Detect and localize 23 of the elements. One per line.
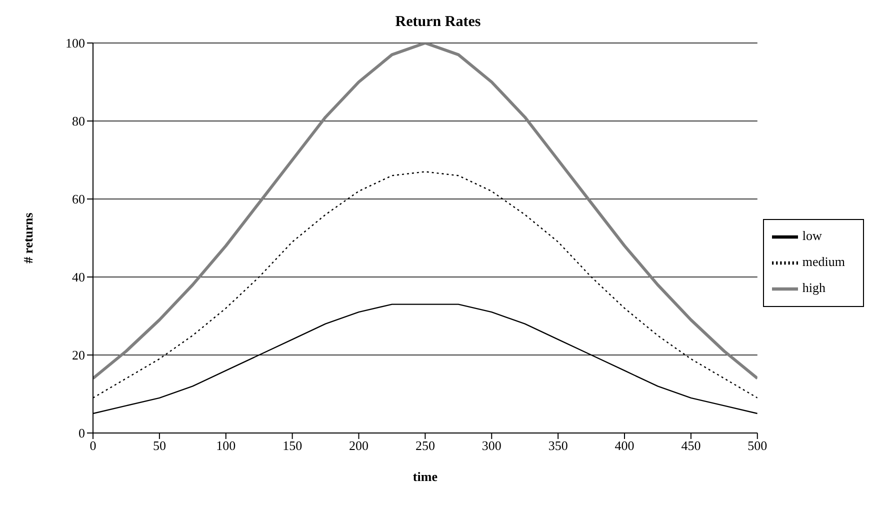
x-tick-label: 250 <box>415 438 435 454</box>
y-tick-label: 80 <box>72 114 85 129</box>
x-axis-title: time <box>412 469 438 484</box>
y-axis-title: # returns <box>20 212 36 264</box>
x-tick-label: 50 <box>152 438 166 454</box>
x-tick-label: 500 <box>748 438 768 454</box>
x-tick-label: 150 <box>282 438 302 454</box>
y-tick-label: 60 <box>72 192 85 207</box>
legend-label: low <box>802 228 822 243</box>
x-tick-label: 200 <box>349 438 369 454</box>
y-tick-label: 40 <box>72 270 85 285</box>
chart-title: Return Rates <box>394 14 482 31</box>
x-tick-label: 450 <box>681 438 701 454</box>
x-tick-label: 400 <box>614 438 634 454</box>
y-tick-label: 100 <box>66 36 85 51</box>
legend-label: high <box>802 280 826 295</box>
y-tick-label: 20 <box>72 348 85 363</box>
legend-label: medium <box>802 254 845 269</box>
y-tick-label: 0 <box>78 426 85 441</box>
x-tick-label: 300 <box>482 438 502 454</box>
x-tick-label: 100 <box>216 438 236 454</box>
x-tick-label: 0 <box>90 438 96 454</box>
x-tick-label: 350 <box>548 438 568 454</box>
